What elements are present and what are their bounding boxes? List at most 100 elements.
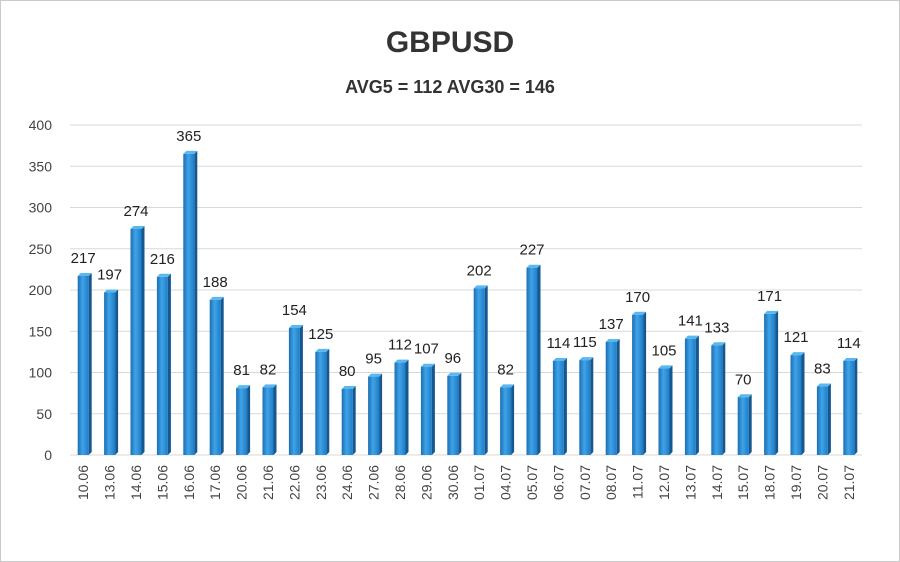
bar — [579, 357, 594, 455]
data-label: 105 — [651, 342, 676, 359]
y-tick-label: 200 — [29, 282, 53, 298]
bar-front — [104, 292, 116, 455]
gridlines — [70, 124, 862, 456]
bars — [77, 150, 858, 455]
x-tick-label: 20.06 — [234, 465, 250, 500]
bar-top — [183, 150, 198, 154]
bar — [156, 273, 171, 455]
bar-front — [447, 375, 459, 455]
bar — [77, 272, 92, 455]
x-tick-label: 20.07 — [814, 465, 830, 500]
bar — [288, 324, 303, 455]
y-axis-ticks: 0 50 100 150 200 250 300 350 400 — [29, 117, 53, 463]
bar-top — [843, 357, 858, 361]
x-tick-label: 19.07 — [788, 465, 804, 500]
bar-front — [579, 360, 591, 455]
bar-front — [394, 362, 406, 455]
data-label: 154 — [282, 302, 307, 319]
bar — [526, 264, 541, 455]
data-label: 95 — [365, 351, 382, 368]
bar-top — [236, 385, 251, 389]
bar-front — [77, 275, 89, 455]
bar-side — [167, 273, 171, 455]
bar-front — [500, 387, 512, 455]
x-tick-label: 05.07 — [524, 465, 540, 500]
data-label: 216 — [150, 251, 175, 268]
chart-title: GBPUSD — [385, 26, 515, 59]
data-label: 137 — [599, 316, 624, 333]
bar-top — [605, 338, 620, 342]
data-label: 82 — [260, 361, 277, 378]
bar-front — [552, 360, 564, 455]
y-tick-label: 300 — [29, 200, 53, 216]
chart-subtitle: AVG5 = 112 AVG30 = 146 — [345, 77, 555, 97]
data-label: 70 — [735, 371, 752, 388]
bar-top — [816, 383, 831, 387]
x-axis-ticks: 10.06 13.06 14.06 15.06 16.06 17.06 20.06 21.06… — [75, 465, 857, 500]
bar — [394, 359, 409, 455]
x-tick-label: 14.06 — [128, 465, 144, 500]
data-label: 188 — [203, 274, 228, 291]
bar-side — [801, 352, 805, 455]
bar-front — [183, 153, 195, 455]
bar-top — [737, 394, 752, 398]
bar — [843, 357, 858, 455]
bar — [711, 342, 726, 455]
x-tick-label: 07.07 — [577, 465, 593, 500]
x-tick-label: 15.06 — [154, 465, 170, 500]
x-tick-label: 24.06 — [339, 465, 355, 500]
bar — [473, 285, 488, 455]
x-tick-label: 21.06 — [260, 465, 276, 500]
x-tick-label: 11.07 — [630, 465, 646, 499]
bar-side — [775, 310, 779, 455]
bar-front — [209, 299, 221, 455]
bar-side — [537, 264, 541, 455]
data-label: 217 — [71, 250, 96, 267]
bar-top — [420, 363, 435, 367]
bar — [684, 335, 699, 455]
bar-front — [658, 368, 670, 455]
bar-top — [209, 296, 224, 300]
data-label: 107 — [414, 341, 439, 358]
bar-side — [379, 373, 383, 455]
bar-front — [764, 313, 776, 455]
bar-front — [684, 338, 696, 455]
y-tick-label: 350 — [29, 158, 53, 174]
bar-front — [262, 387, 274, 455]
bar-front — [737, 397, 749, 455]
data-label: 171 — [757, 288, 782, 305]
data-label: 114 — [546, 335, 570, 352]
data-label: 121 — [783, 329, 808, 346]
bar-top — [526, 264, 541, 268]
x-tick-label: 23.06 — [313, 465, 329, 500]
data-label: 125 — [308, 326, 333, 343]
x-tick-label: 14.07 — [709, 465, 725, 500]
data-label: 170 — [625, 289, 650, 306]
bar-side — [616, 338, 620, 455]
bar — [816, 383, 831, 455]
bar — [183, 150, 198, 455]
y-tick-label: 250 — [29, 241, 53, 257]
bar-top — [156, 273, 171, 277]
bar-side — [669, 365, 673, 455]
bar — [605, 338, 620, 455]
bar — [447, 372, 462, 455]
bar — [632, 311, 647, 455]
bar-side — [220, 296, 224, 455]
bar — [764, 310, 779, 455]
x-tick-label: 10.06 — [75, 465, 91, 500]
bar-top — [764, 310, 779, 314]
x-tick-label: 15.07 — [735, 465, 751, 500]
bar-top — [500, 384, 515, 388]
bar-front — [816, 386, 828, 455]
bar-side — [748, 394, 752, 455]
bar-front — [236, 388, 248, 455]
x-tick-label: 16.06 — [181, 465, 197, 500]
x-tick-label: 17.06 — [207, 465, 223, 500]
data-label: 114 — [837, 335, 861, 352]
bar-top — [684, 335, 699, 339]
bar-front — [156, 276, 168, 455]
bar — [737, 394, 752, 455]
x-tick-label: 06.07 — [550, 465, 566, 500]
